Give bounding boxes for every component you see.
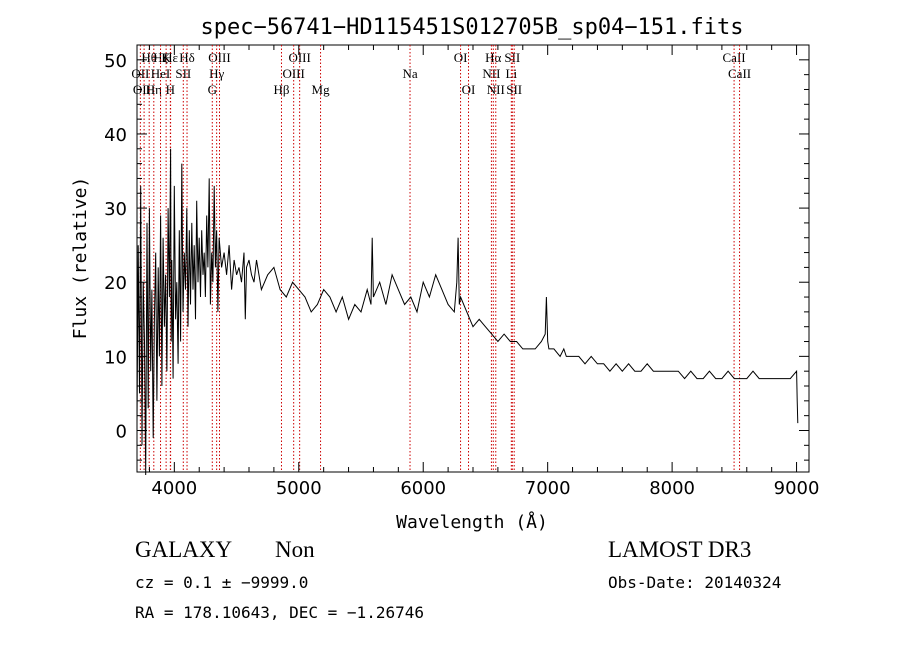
line-marker-label: Hβ [273, 82, 289, 97]
line-marker-label: H [166, 82, 175, 97]
line-marker-label: CaII [723, 50, 746, 65]
chart-title: spec−56741−HD115451S012705B_sp04−151.fit… [200, 15, 743, 40]
y-tick-label: 0 [116, 421, 127, 442]
line-marker-label: K [161, 50, 171, 65]
x-tick-label: 5000 [276, 478, 322, 499]
line-marker-label: OIII [282, 66, 304, 81]
line-marker-label: OIII [288, 50, 310, 65]
line-marker-label: NII [482, 66, 500, 81]
line-marker-label: SII [175, 66, 191, 81]
line-marker-label: SII [506, 82, 522, 97]
line-marker-label: Hα [485, 50, 501, 65]
line-marker-label: OIII [133, 82, 155, 97]
object-class-label: GALAXY [135, 537, 233, 562]
line-marker-label: OI [462, 82, 476, 97]
survey-label: LAMOST DR3 [608, 537, 752, 562]
x-axis-label: Wavelength (Å) [396, 511, 548, 533]
y-tick-label: 30 [104, 199, 127, 220]
obs-date-text: Obs-Date: 20140324 [608, 573, 782, 592]
line-marker-label: Hζ [153, 50, 168, 65]
line-marker-label: OIII [208, 50, 230, 65]
line-marker-label: Hε [163, 50, 178, 65]
y-tick-label: 50 [104, 51, 127, 72]
y-tick-label: 10 [104, 347, 127, 368]
y-axis-label: Flux (relative) [70, 177, 91, 340]
y-tick-label: 40 [104, 125, 127, 146]
spectrum-line [136, 148, 799, 476]
x-tick-label: 4000 [151, 478, 197, 499]
x-tick-label: 6000 [400, 478, 446, 499]
line-marker-label: Na [402, 66, 417, 81]
coordinates-text: RA = 178.10643, DEC = −1.26746 [135, 603, 424, 622]
line-marker-label: Mg [312, 82, 331, 97]
line-marker-label: OI [454, 50, 468, 65]
x-tick-label: 8000 [649, 478, 695, 499]
line-marker-label: NII [487, 82, 505, 97]
object-subclass-label: Non [275, 537, 315, 562]
line-marker-label: Hγ [209, 66, 224, 81]
x-tick-label: 7000 [525, 478, 571, 499]
line-marker-label: OII [131, 66, 149, 81]
line-marker-label: G [208, 82, 217, 97]
line-marker-label: Li [506, 66, 518, 81]
y-tick-label: 20 [104, 273, 127, 294]
spectral-line-markers: OIIOIIIHθHηHζHeIKHHεSIIHδHγGOIIIHβOIIIOI… [131, 45, 751, 472]
line-marker-label: Hδ [179, 50, 195, 65]
line-marker-label: Hθ [141, 50, 157, 65]
redshift-text: cz = 0.1 ± −9999.0 [135, 573, 309, 592]
line-marker-label: CaII [728, 66, 751, 81]
line-marker-label: SII [504, 50, 520, 65]
axis-ticks: 4000 5000 6000 7000 8000 9000 0 10 20 30 40 50 [104, 44, 820, 499]
plot-area-frame [136, 44, 810, 473]
line-marker-label: Hη [146, 82, 162, 97]
x-tick-label: 9000 [774, 478, 820, 499]
line-marker-label: HeI [151, 66, 171, 81]
